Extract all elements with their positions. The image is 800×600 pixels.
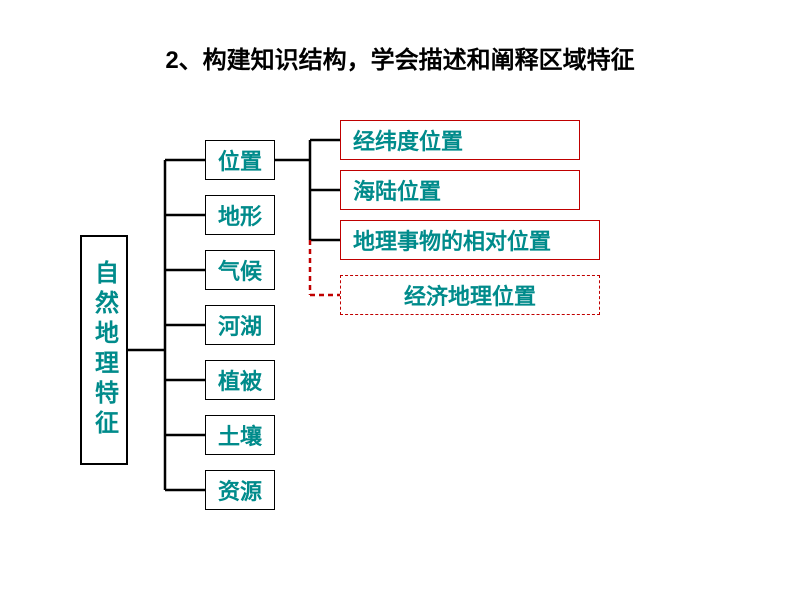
category-node-3: 河湖 <box>205 305 275 345</box>
category-node-6: 资源 <box>205 470 275 510</box>
page-title: 2、构建知识结构，学会描述和阐释区域特征 <box>0 40 800 75</box>
root-label: 自然地理特征 <box>87 260 122 440</box>
root-node: 自然地理特征 <box>80 235 128 465</box>
category-node-2: 气候 <box>205 250 275 290</box>
category-node-4: 植被 <box>205 360 275 400</box>
category-node-5: 土壤 <box>205 415 275 455</box>
leaf-node-1: 海陆位置 <box>340 170 580 210</box>
leaf-node-2: 地理事物的相对位置 <box>340 220 600 260</box>
leaf-node-3: 经济地理位置 <box>340 275 600 315</box>
leaf-node-0: 经纬度位置 <box>340 120 580 160</box>
category-node-0: 位置 <box>205 140 275 180</box>
category-node-1: 地形 <box>205 195 275 235</box>
